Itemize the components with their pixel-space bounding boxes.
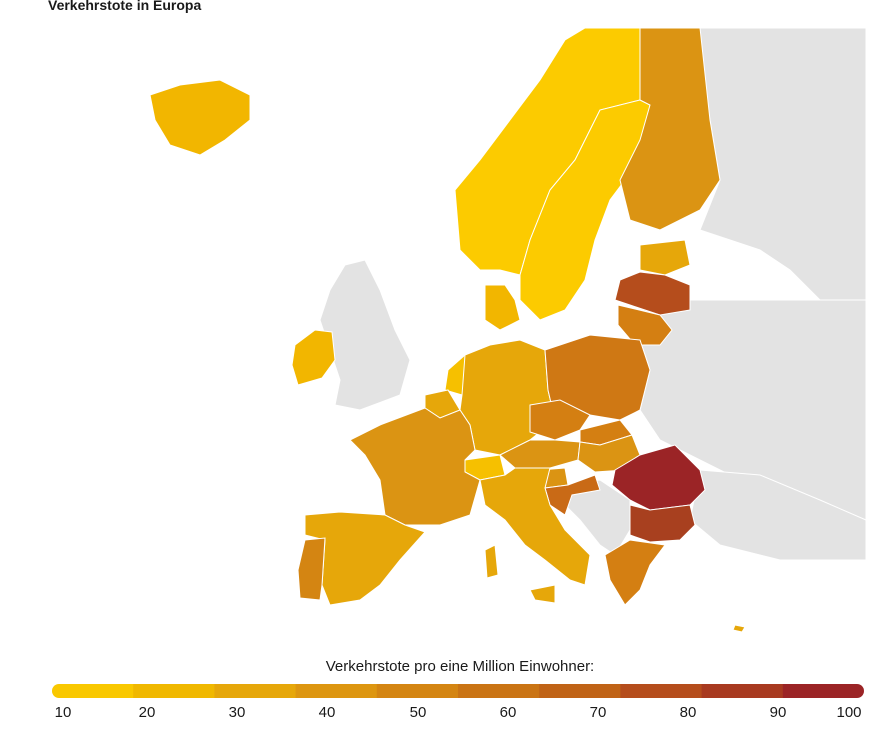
region-great-britain — [319, 259, 411, 411]
region-sicily — [529, 584, 556, 604]
country-regions — [149, 27, 746, 633]
europe-map — [149, 27, 867, 633]
legend-tick: 20 — [138, 704, 156, 721]
legend-tick: 70 — [589, 704, 607, 721]
region-estonia — [639, 239, 691, 276]
region-lithuania — [617, 304, 673, 346]
region-finland — [619, 27, 721, 231]
legend-tick: 80 — [679, 704, 697, 721]
color-scale-bar — [52, 684, 864, 698]
legend-tick: 40 — [318, 704, 336, 721]
region-denmark — [484, 284, 521, 331]
region-germany — [459, 339, 556, 456]
no-data-regions — [319, 27, 867, 561]
legend-color-segment — [458, 684, 540, 698]
legend-color-segment — [52, 684, 134, 698]
region-romania — [611, 444, 706, 511]
legend-tick: 60 — [499, 704, 517, 721]
region-ireland — [291, 329, 336, 386]
region-italy — [479, 467, 591, 586]
legend-title: Verkehrstote pro eine Million Einwohner: — [325, 658, 595, 675]
region-france — [349, 407, 481, 526]
legend-tick: 30 — [228, 704, 246, 721]
legend-tick: 10 — [54, 704, 72, 721]
legend-color-segment — [133, 684, 215, 698]
legend-tick: 50 — [409, 704, 427, 721]
region-croatia — [544, 474, 601, 516]
map-title: Verkehrstote in Europa — [48, 0, 202, 13]
region-hungary — [577, 434, 641, 473]
region-latvia — [614, 271, 691, 316]
legend-color-segment — [782, 684, 864, 698]
region-sardinia — [484, 544, 499, 579]
region-portugal — [297, 537, 326, 601]
region-greece — [604, 539, 666, 606]
legend-tick: 90 — [769, 704, 787, 721]
legend-tick: 100 — [836, 704, 862, 721]
legend-color-segment — [295, 684, 378, 698]
legend-color-segment — [376, 684, 459, 698]
legend-color-segment — [701, 684, 784, 698]
region-russia-norway-north — [699, 27, 867, 301]
region-cyprus — [732, 624, 746, 633]
region-iceland — [149, 79, 251, 156]
legend-color-segment — [539, 684, 621, 698]
legend-color-segment — [620, 684, 703, 698]
legend-color-segment — [214, 684, 297, 698]
region-turkey — [689, 469, 867, 561]
region-bulgaria — [629, 504, 696, 543]
